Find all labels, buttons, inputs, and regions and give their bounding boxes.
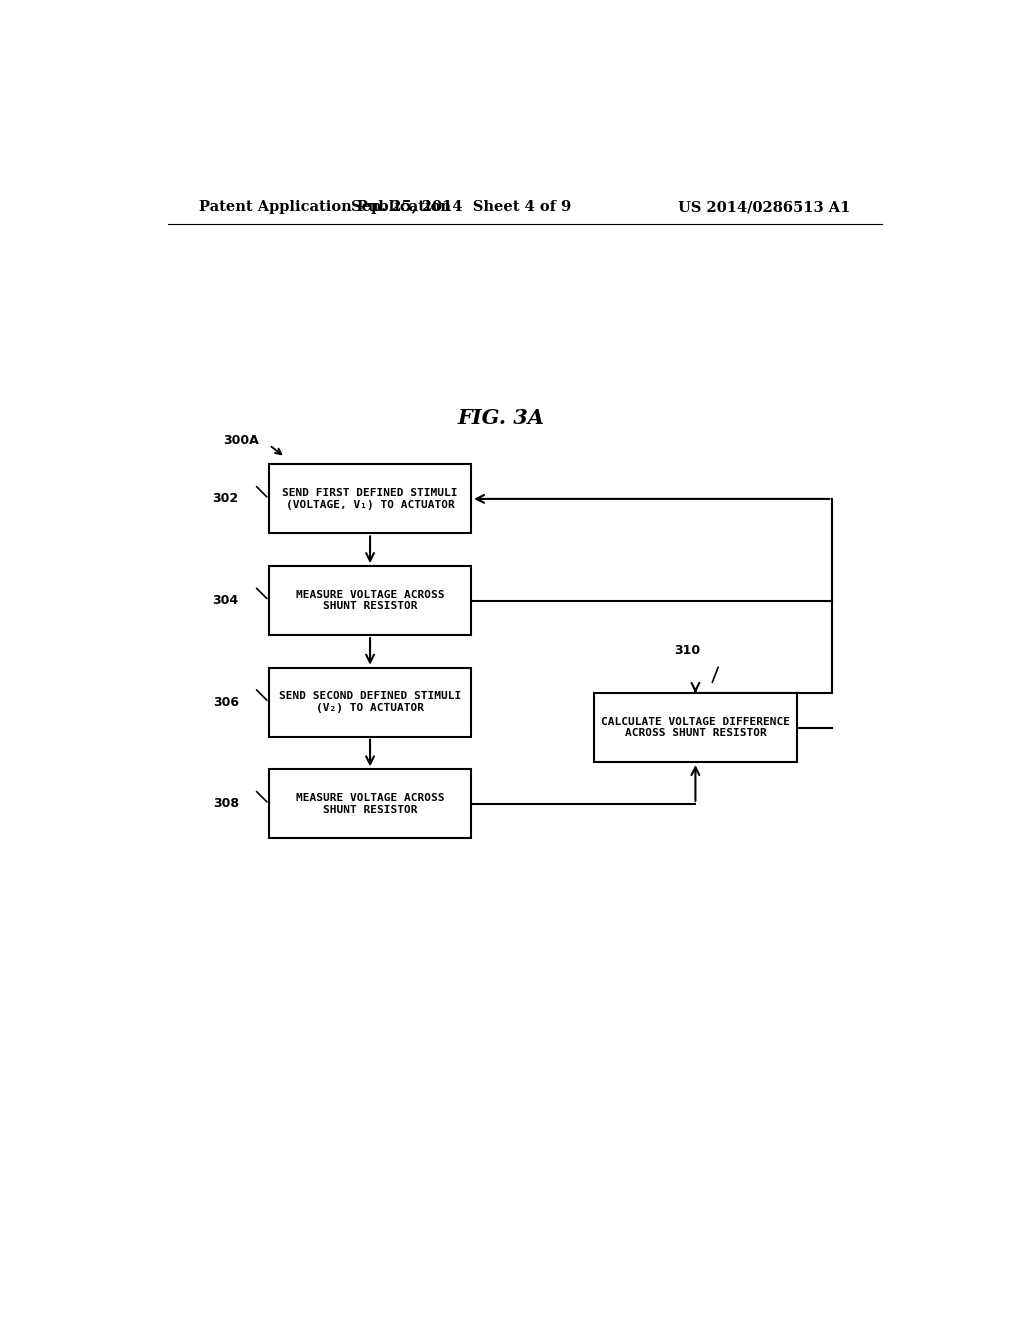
- Bar: [594, 693, 797, 762]
- Text: 304: 304: [213, 594, 239, 607]
- Text: MEASURE VOLTAGE ACROSS
SHUNT RESISTOR: MEASURE VOLTAGE ACROSS SHUNT RESISTOR: [296, 793, 444, 814]
- Bar: [269, 465, 471, 533]
- Text: Sep. 25, 2014  Sheet 4 of 9: Sep. 25, 2014 Sheet 4 of 9: [351, 201, 571, 214]
- Text: SEND FIRST DEFINED STIMULI
(VOLTAGE, V₁) TO ACTUATOR: SEND FIRST DEFINED STIMULI (VOLTAGE, V₁)…: [283, 488, 458, 510]
- Text: 306: 306: [213, 696, 239, 709]
- Text: 302: 302: [213, 492, 239, 506]
- Bar: [269, 668, 471, 737]
- Text: SEND SECOND DEFINED STIMULI
(V₂) TO ACTUATOR: SEND SECOND DEFINED STIMULI (V₂) TO ACTU…: [279, 692, 461, 713]
- Text: US 2014/0286513 A1: US 2014/0286513 A1: [678, 201, 850, 214]
- Text: FIG. 3A: FIG. 3A: [458, 408, 545, 428]
- Text: 308: 308: [213, 797, 239, 810]
- Text: 300A: 300A: [223, 434, 259, 447]
- Bar: [269, 770, 471, 838]
- Text: Patent Application Publication: Patent Application Publication: [200, 201, 452, 214]
- Text: CALCULATE VOLTAGE DIFFERENCE
ACROSS SHUNT RESISTOR: CALCULATE VOLTAGE DIFFERENCE ACROSS SHUN…: [601, 717, 790, 738]
- Text: MEASURE VOLTAGE ACROSS
SHUNT RESISTOR: MEASURE VOLTAGE ACROSS SHUNT RESISTOR: [296, 590, 444, 611]
- Text: 310: 310: [675, 644, 700, 657]
- Bar: [269, 566, 471, 635]
